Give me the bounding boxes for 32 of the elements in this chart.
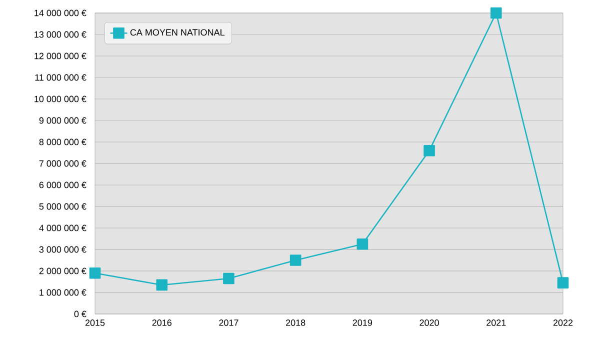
point [156, 279, 168, 291]
point [424, 144, 435, 156]
y-tick-label: 4 000 000 € [39, 224, 86, 232]
x-tick-label: 2019 [352, 320, 372, 326]
x-tick-label: 2020 [420, 320, 439, 326]
y-tick-label: 12 000 000 € [34, 52, 86, 60]
x-tick-label: 2022 [553, 320, 573, 326]
y-tick-label: 3 000 000 € [39, 246, 86, 253]
y-tick-label: 0 € [74, 310, 86, 318]
y-tick-label: 11 000 000 € [35, 74, 86, 81]
y-tick-label: 6 000 000 € [39, 182, 86, 188]
point [490, 7, 502, 19]
y-tick-label: 7 000 000 € [39, 160, 86, 167]
y-tick-label: 5 000 000 € [39, 203, 86, 210]
y-tick-label: 9 000 000 € [39, 117, 86, 124]
point [356, 238, 368, 250]
y-tick-label: 14 000 000 € [34, 10, 86, 16]
x-tick-label: 2016 [152, 320, 172, 326]
point [557, 277, 569, 288]
x-tick-label: 2017 [219, 320, 238, 326]
point [89, 267, 101, 279]
point [290, 254, 302, 266]
x-tick-label: 2018 [286, 320, 306, 326]
y-tick-label: 8 000 000 € [39, 138, 86, 146]
x-tick-label: 2021 [486, 320, 506, 326]
y-tick-label: 10 000 000 € [34, 96, 86, 102]
y-tick-label: 13 000 000 € [34, 31, 86, 38]
point [223, 272, 234, 284]
y-tick-label: 1 000 000 € [40, 289, 86, 296]
y-tick-label: 2 000 000 € [39, 268, 86, 274]
x-tick-label: 2015 [85, 320, 105, 326]
legend-label: CA MOYEN NATIONAL [130, 29, 224, 36]
